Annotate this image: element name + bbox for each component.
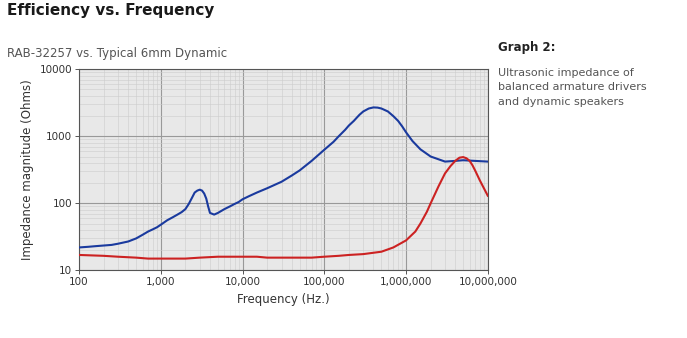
X-axis label: Frequency (Hz.): Frequency (Hz.) (237, 293, 330, 306)
Text: Efficiency vs. Frequency: Efficiency vs. Frequency (7, 3, 214, 18)
Y-axis label: Impedance magnitude (Ohms): Impedance magnitude (Ohms) (21, 79, 34, 260)
Text: RAB-32257 vs. Typical 6mm Dynamic: RAB-32257 vs. Typical 6mm Dynamic (7, 47, 227, 60)
Text: Graph 2:: Graph 2: (498, 41, 556, 53)
Text: Ultrasonic impedance of
balanced armature drivers
and dynamic speakers: Ultrasonic impedance of balanced armatur… (498, 68, 646, 107)
Legend: RAB, Dynamic: RAB, Dynamic (193, 337, 374, 338)
